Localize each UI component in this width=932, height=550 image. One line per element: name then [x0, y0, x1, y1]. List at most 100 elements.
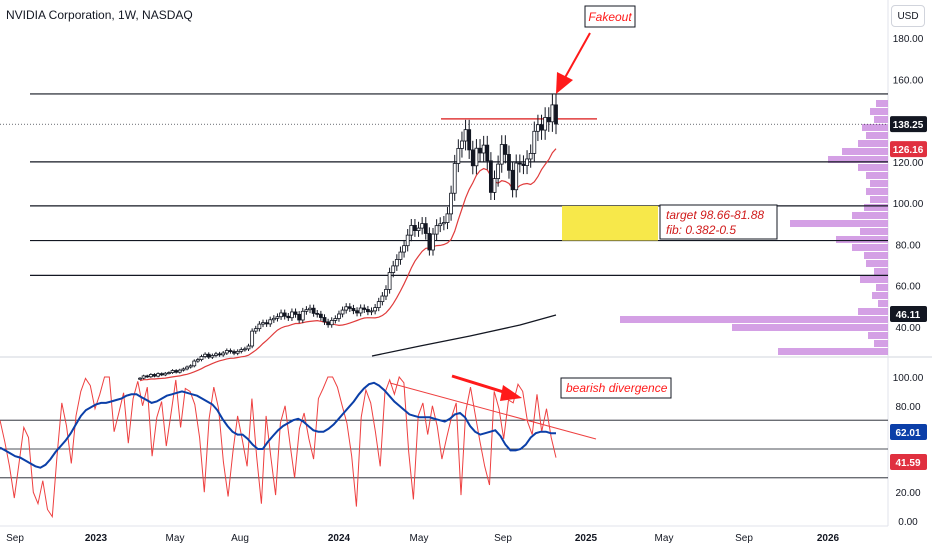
candle-body — [546, 117, 551, 123]
osc-tick-label: 100.00 — [893, 373, 924, 384]
candle-body — [203, 353, 208, 357]
candle-body — [521, 163, 526, 166]
candle-body — [496, 163, 501, 179]
volume-profile-bar — [876, 100, 888, 107]
candle-body — [554, 104, 558, 125]
osc-tick-label: 0.00 — [898, 517, 918, 528]
volume-profile-bar — [870, 180, 888, 187]
candle-body — [261, 322, 265, 325]
volume-profile-bar — [870, 196, 888, 203]
divergence-callout: bearish divergence — [389, 374, 672, 440]
price-tick-label: 100.00 — [893, 199, 924, 210]
candle-body — [250, 330, 255, 347]
candle-body — [293, 311, 298, 315]
fakeout-arrow-head — [556, 72, 573, 94]
candle-body — [239, 349, 244, 352]
candle-body — [413, 225, 417, 231]
volume-profile-bar — [866, 260, 888, 267]
candle-body — [170, 370, 175, 374]
volume-profile-bar — [828, 156, 888, 163]
candle-body — [326, 321, 331, 326]
candle-body — [358, 307, 363, 314]
candle-body — [478, 147, 482, 154]
target-label: target 98.66-81.88 — [666, 208, 764, 222]
candle-body — [167, 372, 171, 375]
oscillator-pane — [0, 375, 888, 519]
volume-profile — [620, 100, 888, 355]
candle-body — [463, 129, 468, 142]
volume-profile-bar — [866, 188, 888, 195]
candle-body — [185, 366, 189, 370]
target-zone — [562, 205, 658, 241]
candle-body — [467, 129, 472, 151]
rsi-badge: 62.01 — [895, 428, 920, 439]
candle-body — [290, 311, 294, 319]
candle-body — [384, 289, 388, 297]
currency-button[interactable]: USD — [891, 5, 925, 27]
candle-body — [304, 309, 309, 312]
candle-body — [507, 154, 511, 171]
candle-body — [235, 350, 240, 354]
volume-profile-bar — [620, 316, 888, 323]
stoch-badge-bg — [890, 454, 927, 470]
volume-profile-bar — [876, 284, 888, 291]
time-tick-label: Sep — [735, 533, 753, 544]
volume-profile-bar — [866, 132, 888, 139]
candle-body — [517, 162, 522, 165]
candle-body — [159, 373, 164, 376]
candle-body — [405, 234, 410, 247]
candle-body — [481, 144, 486, 154]
candle-body — [550, 104, 555, 123]
stoch-line — [0, 375, 557, 519]
candle-body — [503, 144, 508, 155]
price-tick-label: 40.00 — [895, 323, 920, 334]
candle-body — [536, 124, 540, 132]
candle-body — [525, 158, 529, 166]
candle-body — [528, 152, 533, 160]
time-tick-label: 2025 — [575, 533, 598, 544]
candle-body — [243, 348, 247, 351]
time-tick-label: May — [655, 533, 674, 544]
candle-body — [174, 370, 179, 373]
candle-body — [145, 375, 150, 378]
volume-profile-bar — [778, 348, 888, 355]
candle-body — [485, 144, 490, 162]
candle-body — [420, 223, 425, 229]
candle-body — [148, 374, 153, 378]
volume-profile-bar — [864, 204, 888, 211]
candle-body — [409, 225, 414, 236]
candle-body — [282, 312, 287, 317]
volume-profile-bar — [868, 332, 888, 339]
time-tick-label: 2023 — [85, 533, 108, 544]
candle-body — [492, 178, 497, 193]
candle-body — [441, 222, 446, 225]
candle-body — [156, 373, 160, 377]
candle-body — [369, 310, 374, 313]
candle-body — [181, 368, 186, 371]
osc-tick-label: 80.00 — [895, 402, 920, 413]
candle-body — [322, 317, 327, 323]
candle-body — [438, 223, 443, 227]
target-box — [659, 204, 778, 240]
candle-body — [192, 360, 197, 367]
volume-profile-bar — [858, 308, 888, 315]
candle-body — [402, 245, 406, 253]
candle-body — [510, 169, 515, 191]
candle-body — [416, 227, 421, 231]
volume-profile-bar — [842, 148, 888, 155]
fakeout-arrow-shaft — [561, 32, 591, 84]
volume-profile-bar — [874, 340, 888, 347]
target-callout: target 98.66-81.88 fib: 0.382-0.5 — [659, 204, 778, 240]
moving-averages — [139, 148, 557, 382]
fib-label: fib: 0.382-0.5 — [666, 223, 736, 237]
rsi-badge-bg — [890, 424, 927, 440]
time-tick-label: Sep — [6, 533, 24, 544]
volume-profile-bar — [878, 300, 888, 307]
candle-body — [423, 223, 428, 234]
candle-body — [532, 130, 537, 154]
candle-body — [286, 315, 291, 319]
candle-body — [449, 192, 453, 215]
candle-body — [318, 313, 323, 318]
candle-body — [398, 251, 403, 260]
